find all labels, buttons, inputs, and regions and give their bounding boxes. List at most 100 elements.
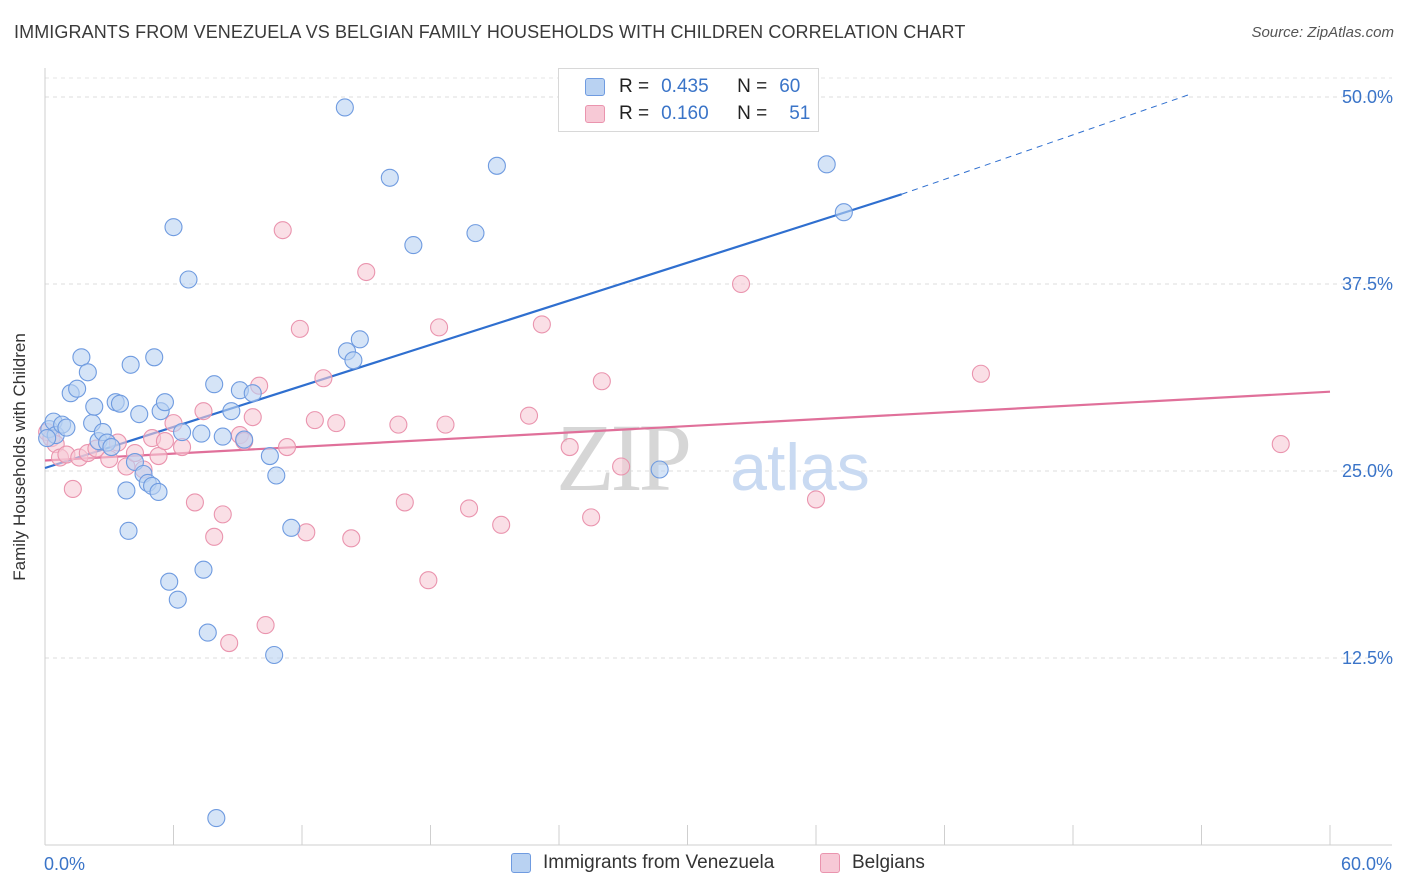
bottom-legend-venezuela: Immigrants from Venezuela [511, 852, 774, 874]
data-point-venezuela [194, 560, 213, 579]
legend-swatch-pink [585, 105, 605, 123]
data-point-belgians [297, 523, 316, 542]
y-tick-label: 12.5% [1342, 648, 1393, 668]
data-point-belgians [592, 372, 611, 391]
data-point-venezuela [267, 466, 286, 485]
data-point-venezuela [243, 384, 262, 403]
data-point-venezuela [145, 348, 164, 367]
data-point-venezuela [57, 418, 76, 437]
data-point-belgians [519, 406, 539, 425]
watermark: ZIP atlas [556, 404, 870, 511]
data-point-belgians [395, 493, 414, 512]
data-point-venezuela [213, 427, 232, 446]
source-label: Source: ZipAtlas.com [1251, 24, 1394, 41]
data-point-belgians [582, 508, 601, 527]
data-point-belgians [560, 438, 579, 457]
watermark-zip: ZIP [556, 404, 689, 511]
bottom-legend: Immigrants from Venezuela Belgians [0, 852, 1406, 878]
trend-line-venezuela [44, 193, 903, 470]
data-point-venezuela [650, 460, 669, 479]
bottom-legend-belgians: Belgians [820, 852, 925, 874]
x-tick-label: 60.0% [1341, 854, 1392, 874]
legend: R = 0.435 N = 60 R = 0.160 N = 51 [558, 68, 819, 132]
data-point-belgians [149, 446, 168, 466]
data-point-belgians [155, 432, 174, 451]
data-point-venezuela [282, 518, 301, 537]
data-point-venezuela [85, 397, 104, 416]
trend-lines [44, 93, 1331, 470]
y-tick-label: 37.5% [1342, 274, 1393, 294]
data-point-belgians [63, 479, 82, 499]
data-point-belgians [436, 415, 455, 434]
data-point-belgians [1271, 435, 1290, 454]
bottom-legend-label: Immigrants from Venezuela [543, 852, 775, 873]
data-point-venezuela [335, 98, 354, 117]
y-tick-label: 50.0% [1342, 87, 1393, 107]
chart-title: IMMIGRANTS FROM VENEZUELA VS BELGIAN FAM… [14, 22, 966, 42]
data-point-belgians [731, 274, 751, 294]
legend-r-label: R = [619, 76, 650, 97]
data-point-belgians [314, 369, 333, 388]
data-point-venezuela [198, 623, 217, 642]
data-point-venezuela [205, 375, 224, 394]
data-point-venezuela [265, 645, 284, 665]
data-point-belgians [327, 414, 346, 433]
data-point-venezuela [350, 330, 369, 349]
gridlines [45, 77, 1392, 659]
data-point-venezuela [102, 438, 121, 457]
legend-row-venezuela: R = 0.435 N = 60 [585, 75, 800, 99]
axes [44, 68, 1392, 846]
data-point-venezuela [235, 430, 254, 449]
data-point-belgians [971, 364, 990, 383]
data-point-belgians [273, 221, 292, 240]
data-point-belgians [430, 318, 449, 337]
data-point-venezuela [260, 446, 279, 466]
data-point-venezuela [68, 379, 87, 398]
data-point-belgians [220, 633, 239, 653]
data-point-venezuela [817, 155, 836, 174]
trend-line-venezuela-extension [901, 93, 1191, 195]
data-point-belgians [305, 411, 324, 430]
data-point-venezuela [487, 156, 506, 175]
data-point-belgians [389, 415, 408, 434]
data-point-venezuela [78, 363, 97, 382]
legend-r-label: R = [619, 103, 650, 124]
data-point-belgians [243, 408, 262, 427]
data-point-belgians [492, 515, 511, 534]
data-point-venezuela [466, 224, 485, 243]
watermark-atlas: atlas [730, 430, 869, 504]
data-point-venezuela [155, 393, 174, 412]
data-point-venezuela [207, 809, 226, 828]
data-point-venezuela [119, 521, 138, 540]
data-point-venezuela [110, 394, 130, 413]
data-point-venezuela [149, 482, 168, 501]
tick-labels: 12.5% 25.0% 37.5% 50.0% 0.0% 60.0% [44, 87, 1393, 874]
legend-r-value: 0.160 [661, 103, 709, 124]
data-point-venezuela [160, 572, 179, 591]
trend-line-belgians [44, 390, 1331, 462]
bottom-legend-swatch-pink [820, 853, 840, 873]
bottom-legend-label: Belgians [852, 852, 925, 873]
data-point-venezuela [130, 405, 149, 424]
data-point-venezuela [121, 355, 140, 374]
data-point-venezuela [38, 429, 57, 448]
y-tick-label: 25.0% [1342, 461, 1393, 481]
data-point-venezuela [380, 168, 399, 187]
legend-n-label: N = [737, 76, 768, 97]
data-point-venezuela [72, 348, 91, 367]
data-point-venezuela [173, 423, 192, 442]
data-point-venezuela [179, 270, 198, 289]
data-point-belgians [532, 315, 551, 334]
data-point-venezuela [834, 203, 853, 222]
data-point-venezuela [222, 402, 241, 421]
data-point-venezuela [344, 351, 363, 370]
data-point-venezuela [192, 424, 211, 443]
data-point-belgians [277, 438, 297, 457]
data-point-belgians [459, 499, 479, 518]
data-point-belgians [205, 527, 224, 546]
data-point-belgians [256, 616, 275, 635]
legend-n-value: 60 [779, 76, 801, 97]
data-point-belgians [213, 505, 232, 524]
data-point-belgians [612, 457, 631, 476]
data-point-venezuela [404, 236, 423, 255]
